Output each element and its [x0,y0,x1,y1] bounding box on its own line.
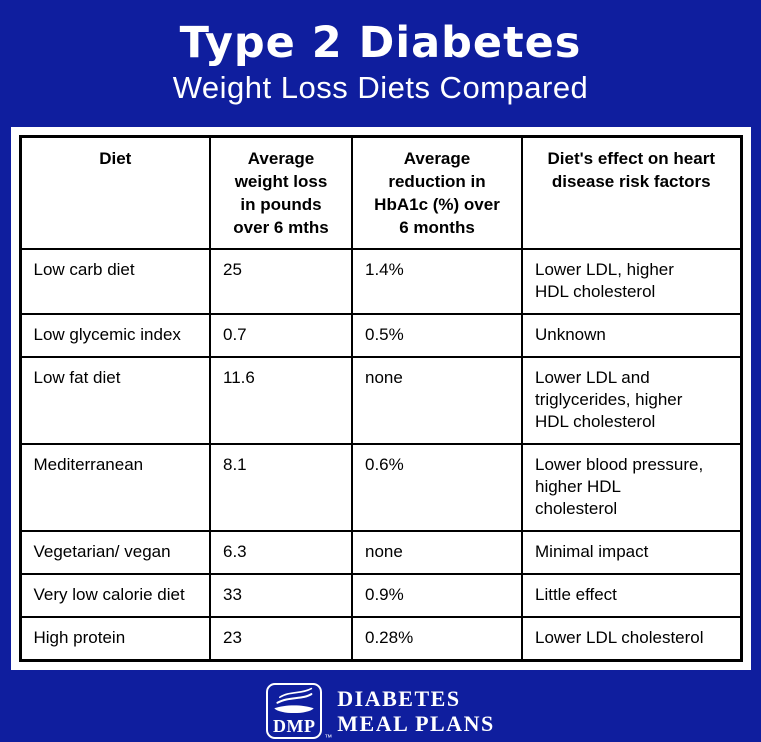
cell-heart-effect: Minimal impact [521,530,742,575]
cell-hba1c-reduction: 0.28% [351,616,523,662]
cell-diet: Vegetarian/ vegan [19,530,211,575]
trademark-mark: ™ [324,733,333,742]
cell-heart-effect: Unknown [521,313,742,358]
brand-line1: DIABETES [337,686,461,711]
infographic-header: Type 2 Diabetes Weight Loss Diets Compar… [0,0,761,127]
cell-hba1c-reduction: none [351,530,523,575]
diet-table-body: Low carb diet 25 1.4% Lower LDL, higher … [19,248,742,662]
table-row: Low carb diet 25 1.4% Lower LDL, higher … [19,248,742,315]
cell-diet: Mediterranean [19,443,211,532]
table-panel: Diet Average weight loss in pounds over … [10,127,751,670]
logo-monogram: DMP [273,716,316,736]
table-row: Vegetarian/ vegan 6.3 none Minimal impac… [19,530,742,575]
table-row: High protein 23 0.28% Lower LDL choleste… [19,616,742,662]
brand-line2: MEAL PLANS [337,711,495,736]
cell-weight-loss: 8.1 [209,443,353,532]
cell-diet: Low carb diet [19,248,211,315]
col-header-heart-effect: Diet's effect on heart disease risk fact… [521,135,742,250]
table-row: Low fat diet 11.6 none Lower LDL and tri… [19,356,742,445]
table-row: Very low calorie diet 33 0.9% Little eff… [19,573,742,618]
table-header: Diet Average weight loss in pounds over … [19,135,742,250]
cell-diet: Very low calorie diet [19,573,211,618]
cell-heart-effect: Lower blood pressure, higher HDL cholest… [521,443,742,532]
col-header-hba1c-reduction: Average reduction in HbA1c (%) over 6 mo… [351,135,523,250]
cell-weight-loss: 11.6 [209,356,353,445]
plate-swoosh-icon [274,687,315,714]
cell-heart-effect: Lower LDL cholesterol [521,616,742,662]
cell-weight-loss: 23 [209,616,353,662]
cell-heart-effect: Little effect [521,573,742,618]
dmp-logo: DMP ™ [266,683,332,742]
cell-weight-loss: 25 [209,248,353,315]
cell-weight-loss: 6.3 [209,530,353,575]
cell-weight-loss: 0.7 [209,313,353,358]
cell-weight-loss: 33 [209,573,353,618]
col-header-diet: Diet [19,135,211,250]
brand-name: DIABETES MEAL PLANS [337,686,494,736]
cell-diet: Low fat diet [19,356,211,445]
cell-heart-effect: Lower LDL, higher HDL cholesterol [521,248,742,315]
page-subtitle: Weight Loss Diets Compared [172,70,589,106]
cell-hba1c-reduction: 0.5% [351,313,523,358]
diet-comparison-table: Diet Average weight loss in pounds over … [18,135,743,662]
col-header-weight-loss: Average weight loss in pounds over 6 mth… [209,135,353,250]
table-row: Low glycemic index 0.7 0.5% Unknown [19,313,742,358]
page-title: Type 2 Diabetes [179,17,582,68]
cell-hba1c-reduction: 0.6% [351,443,523,532]
cell-hba1c-reduction: 0.9% [351,573,523,618]
cell-diet: Low glycemic index [19,313,211,358]
cell-heart-effect: Lower LDL and triglycerides, higher HDL … [521,356,742,445]
cell-hba1c-reduction: none [351,356,523,445]
cell-diet: High protein [19,616,211,662]
brand-footer: DMP ™ DIABETES MEAL PLANS [0,683,761,742]
dmp-logo-box: DMP [266,683,323,739]
table-row: Mediterranean 8.1 0.6% Lower blood press… [19,443,742,532]
header-row: Diet Average weight loss in pounds over … [19,135,742,250]
cell-hba1c-reduction: 1.4% [351,248,523,315]
